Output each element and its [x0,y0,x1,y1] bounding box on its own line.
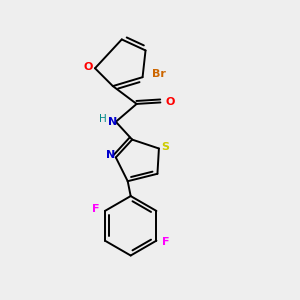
Text: F: F [92,204,100,214]
Text: O: O [166,98,175,107]
Text: S: S [161,142,169,152]
Text: O: O [84,62,93,72]
Text: H: H [100,114,107,124]
Text: Br: Br [152,69,166,79]
Text: N: N [108,117,117,127]
Text: F: F [162,237,169,247]
Text: N: N [106,150,115,160]
